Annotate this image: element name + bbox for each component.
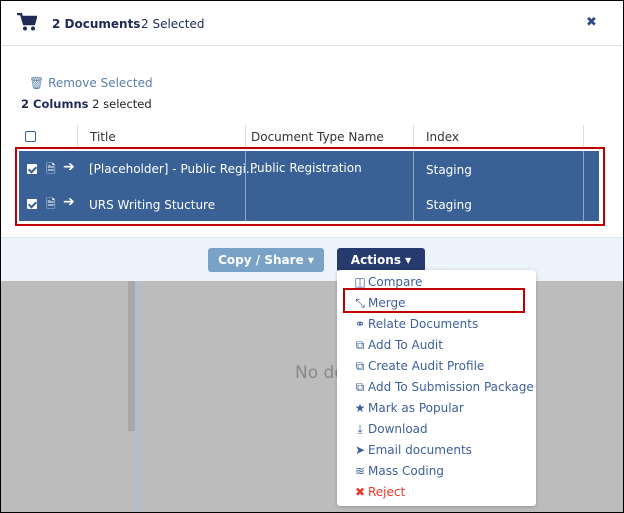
column-index[interactable]: Index — [413, 125, 583, 149]
close-icon[interactable]: ✖ — [586, 15, 597, 30]
menu-label: Add To Audit — [368, 338, 443, 352]
menu-label: Mass Coding — [368, 464, 444, 478]
type-cell: Public Registration — [250, 161, 362, 175]
dialog-footer: Copy / Share ▾ Actions ▾ — [1, 237, 623, 281]
table-row[interactable]: 🗎 ➔ [Placeholder] - Public Regi... Publi… — [19, 151, 599, 186]
menu-item-add-to-audit[interactable]: ⧉ Add To Audit — [353, 338, 443, 353]
merge-icon: ⤡ — [355, 296, 365, 310]
download-icon: ⤓ — [357, 422, 363, 436]
menu-item-merge[interactable]: ⤡ Merge — [353, 296, 405, 311]
reject-icon: ✖ — [354, 485, 366, 499]
menu-item-reject[interactable]: ✖ Reject — [353, 485, 405, 499]
resize-handle[interactable] — [135, 281, 141, 512]
select-all-checkbox[interactable] — [25, 131, 36, 142]
word-file-icon: 🗎 — [46, 197, 56, 211]
column-extra — [583, 125, 598, 149]
selected-rows-highlight — [15, 147, 605, 226]
menu-label: Mark as Popular — [368, 401, 464, 415]
menu-label: Compare — [368, 275, 423, 289]
menu-item-email-documents[interactable]: ➤ Email documents — [353, 443, 472, 457]
menu-label: Create Audit Profile — [368, 359, 485, 373]
menu-item-mass-coding[interactable]: ≋ Mass Coding — [353, 464, 444, 478]
copy-icon: ⧉ — [355, 338, 365, 352]
menu-label: Merge — [368, 296, 406, 310]
menu-item-add-to-submission-package[interactable]: ⧉ Add To Submission Package — [353, 380, 534, 395]
row-checkbox[interactable] — [27, 199, 37, 209]
columns-icon: ◫ — [354, 275, 366, 289]
copy-share-button[interactable]: Copy / Share ▾ — [208, 248, 324, 272]
star-icon: ★ — [354, 401, 366, 415]
dialog-header: 2 Documents 2 Selected ✖ — [1, 1, 623, 46]
columns-selected: 2 selected — [92, 97, 152, 111]
send-icon: ➤ — [354, 443, 366, 457]
database-icon: ≋ — [354, 464, 366, 478]
copy-icon: ⧉ — [355, 359, 365, 373]
columns-label: 2 Columns — [21, 97, 89, 111]
menu-label: Add To Submission Package — [368, 380, 534, 394]
empty-message: No do — [295, 363, 345, 383]
index-cell: Staging — [426, 198, 472, 212]
arrow-right-icon[interactable]: ➔ — [63, 194, 75, 210]
column-title[interactable]: Title — [77, 125, 245, 149]
table-row[interactable]: 🗎 ➔ URS Writing Stucture Staging — [19, 186, 599, 221]
menu-item-download[interactable]: ⤓ Download — [353, 422, 428, 437]
cart-icon — [17, 13, 37, 31]
scrollbar[interactable] — [128, 281, 135, 431]
table-header: Title Document Type Name Index — [16, 125, 598, 149]
arrow-right-icon[interactable]: ➔ — [63, 159, 75, 175]
title-cell[interactable]: URS Writing Stucture — [89, 198, 216, 212]
menu-label: Relate Documents — [368, 317, 479, 331]
actions-menu: ◫ Compare ⤡ Merge ⚭ Relate Documents ⧉ Add T… — [337, 270, 536, 506]
index-cell: Staging — [426, 163, 472, 177]
row-checkbox[interactable] — [27, 164, 37, 174]
merge-highlight — [343, 288, 525, 313]
remove-selected-label: Remove Selected — [48, 76, 153, 90]
word-file-icon: 🗎 — [46, 162, 56, 176]
menu-label: Email documents — [368, 443, 472, 457]
menu-label: Download — [368, 422, 428, 436]
table-body: 🗎 ➔ [Placeholder] - Public Regi... Publi… — [19, 151, 599, 221]
menu-item-create-audit-profile[interactable]: ⧉ Create Audit Profile — [353, 359, 485, 374]
actions-button[interactable]: Actions ▾ — [337, 248, 425, 272]
menu-item-mark-as-popular[interactable]: ★ Mark as Popular — [353, 401, 464, 415]
columns-summary: 2 Columns 2 selected — [21, 97, 152, 111]
column-document-type[interactable]: Document Type Name — [245, 125, 413, 149]
link-icon: ⚭ — [354, 317, 366, 331]
menu-label: Reject — [368, 485, 406, 499]
menu-item-compare[interactable]: ◫ Compare — [353, 275, 422, 289]
remove-selected-link[interactable]: 🗑 Remove Selected — [29, 76, 153, 90]
selected-count: 2 Selected — [141, 17, 205, 31]
title-cell[interactable]: [Placeholder] - Public Regi... — [89, 162, 258, 176]
document-count: 2 Documents — [52, 17, 141, 31]
menu-item-relate-documents[interactable]: ⚭ Relate Documents — [353, 317, 478, 331]
copy-icon: ⧉ — [355, 380, 365, 394]
trash-icon: 🗑 — [29, 76, 45, 90]
